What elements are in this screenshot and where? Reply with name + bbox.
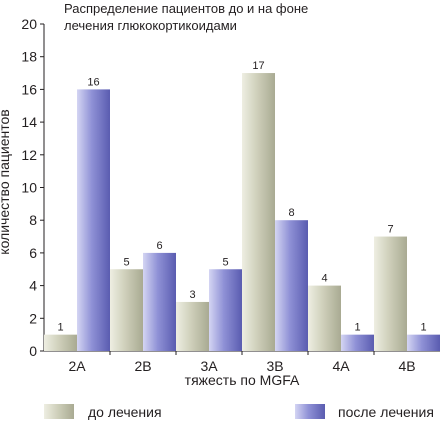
data-label-after-4B: 1 [420,322,426,334]
y-tick-label: 6 [29,245,37,261]
x-category-label: 2B [134,358,151,374]
chart-title-line-2: лечения глюкокортикоидами [64,18,237,33]
y-tick-label: 14 [21,114,37,130]
data-label-before-2A: 1 [57,322,63,334]
legend: до лечения после лечения [44,404,434,420]
y-tick-label: 0 [29,343,37,359]
legend-swatch-before [44,404,74,419]
x-category-labels: 2A 2B 3A 3B 4A 4B [68,358,415,374]
bar-before-3A [176,301,209,351]
data-label-before-3A: 3 [189,289,195,301]
chart-title-line-1: Распределение пациентов до и на фоне [64,1,308,16]
data-label-after-2A: 16 [87,76,99,88]
bar-after-2B [143,252,176,351]
data-label-before-4A: 4 [321,273,327,285]
bar-after-3A [209,269,242,351]
bar-after-4A [341,334,374,351]
x-category-label: 4A [332,358,350,374]
bar-before-4B [374,236,407,351]
y-tick-label: 12 [21,147,37,163]
y-tick-label: 10 [21,180,37,196]
data-label-before-4B: 7 [387,224,393,236]
bar-before-4A [308,285,341,351]
x-axis-title: тяжесть по MGFA [185,372,300,388]
y-tick-label: 4 [29,278,37,294]
y-tick-label: 18 [21,49,37,65]
legend-label-before: до лечения [88,404,162,420]
bars [44,73,440,352]
y-tick-label: 8 [29,212,37,228]
data-label-after-2B: 6 [156,240,162,252]
y-axis-title: количество пациентов [0,109,12,254]
data-label-after-3A: 5 [222,256,228,268]
data-label-before-2B: 5 [123,256,129,268]
bar-before-2B [110,269,143,351]
legend-swatch-after [295,404,325,419]
x-category-label: 3A [200,358,218,374]
bar-after-2A [77,89,110,352]
bar-before-2A [44,334,77,351]
y-tick-label: 16 [21,81,37,97]
legend-label-after: после лечения [338,404,434,420]
bar-after-4B [407,334,440,351]
x-category-label: 4B [398,358,415,374]
y-tick-label: 20 [21,16,37,32]
data-label-before-3B: 17 [252,60,264,72]
data-label-after-4A: 1 [354,322,360,334]
bar-before-3B [242,73,275,352]
bar-after-3B [275,220,308,351]
y-tick-labels: 0 2 4 6 8 10 12 14 16 18 20 [21,16,37,359]
x-category-label: 2A [68,358,86,374]
data-label-after-3B: 8 [288,207,294,219]
x-category-label: 3B [266,358,283,374]
y-tick-label: 2 [29,310,37,326]
